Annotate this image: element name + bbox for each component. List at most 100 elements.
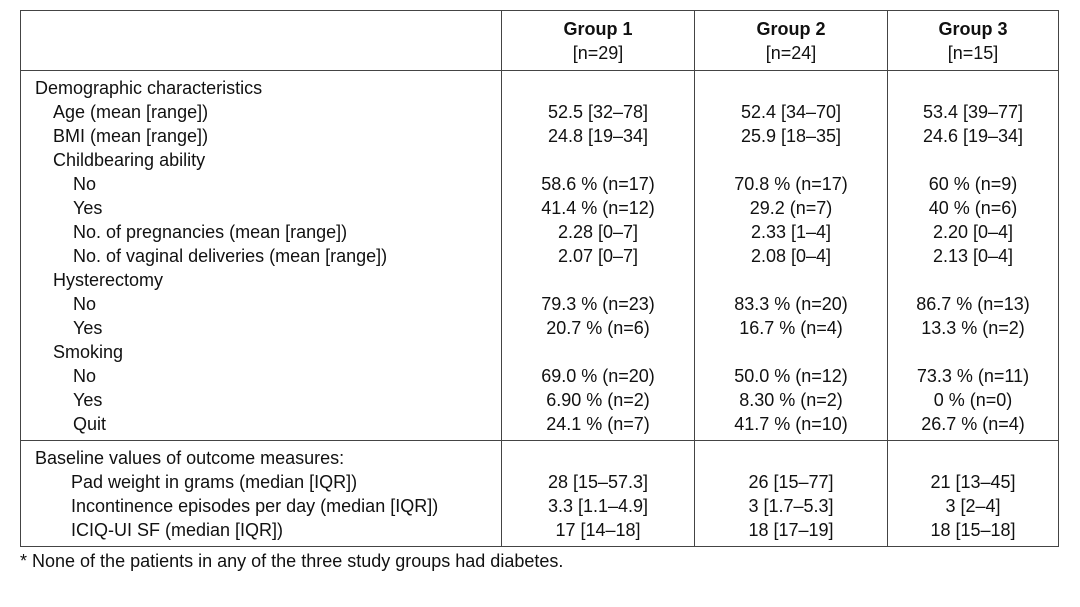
section-title: Baseline values of outcome measures:	[20, 440, 502, 470]
group-2-value: 41.7 % (n=10)	[694, 412, 888, 441]
group-3-value: 86.7 % (n=13)	[887, 292, 1059, 316]
characteristics-table: Group 1 [n=29] Group 2 [n=24] Group 3 [n…	[20, 10, 1059, 547]
group-1-header: Group 1 [n=29]	[501, 10, 695, 71]
group-1-value: 17 [14–18]	[501, 518, 695, 547]
group-1-value: 41.4 % (n=12)	[501, 196, 695, 220]
row-label: Quit	[20, 412, 502, 441]
row-label: Yes	[20, 388, 502, 412]
table-row: Yes 6.90 % (n=2) 8.30 % (n=2) 0 % (n=0)	[20, 388, 1059, 412]
group-2-value	[694, 148, 888, 172]
group-2-value: 52.4 [34–70]	[694, 100, 888, 124]
row-label: Pad weight in grams (median [IQR])	[20, 470, 502, 494]
table-row: Pad weight in grams (median [IQR]) 28 [15…	[20, 470, 1059, 494]
group-3-value: 40 % (n=6)	[887, 196, 1059, 220]
table-row: Incontinence episodes per day (median [I…	[20, 494, 1059, 518]
group-2-value: 18 [17–19]	[694, 518, 888, 547]
table-header-row: Group 1 [n=29] Group 2 [n=24] Group 3 [n…	[20, 10, 1059, 71]
row-label: Childbearing ability	[20, 148, 502, 172]
group-2-value: 2.08 [0–4]	[694, 244, 888, 268]
table-row: Yes 41.4 % (n=12) 29.2 (n=7) 40 % (n=6)	[20, 196, 1059, 220]
group-2-value: 3 [1.7–5.3]	[694, 494, 888, 518]
group-3-value	[887, 268, 1059, 292]
group-1-value: 20.7 % (n=6)	[501, 316, 695, 340]
empty-cell	[501, 70, 695, 100]
row-label: BMI (mean [range])	[20, 124, 502, 148]
document: Group 1 [n=29] Group 2 [n=24] Group 3 [n…	[20, 10, 1059, 573]
table-row: Quit 24.1 % (n=7) 41.7 % (n=10) 26.7 % (n=4…	[20, 412, 1059, 441]
group-2-value: 29.2 (n=7)	[694, 196, 888, 220]
group-1-value: 52.5 [32–78]	[501, 100, 695, 124]
empty-cell	[887, 70, 1059, 100]
section-title: Demographic characteristics	[20, 70, 502, 100]
group-size: [n=24]	[765, 43, 817, 63]
row-label: No	[20, 364, 502, 388]
row-label: Yes	[20, 196, 502, 220]
table-row: Yes 20.7 % (n=6) 16.7 % (n=4) 13.3 % (n=2)	[20, 316, 1059, 340]
table-row: No 79.3 % (n=23) 83.3 % (n=20) 86.7 % (n=13…	[20, 292, 1059, 316]
header-empty-cell	[20, 10, 502, 71]
row-label: No	[20, 172, 502, 196]
empty-cell	[887, 440, 1059, 470]
group-name: Group 1	[563, 19, 633, 39]
group-2-value: 16.7 % (n=4)	[694, 316, 888, 340]
group-2-value	[694, 340, 888, 364]
group-2-value: 2.33 [1–4]	[694, 220, 888, 244]
group-1-value: 79.3 % (n=23)	[501, 292, 695, 316]
table-row: ICIQ-UI SF (median [IQR]) 17 [14–18] 18 [1…	[20, 518, 1059, 547]
group-3-value	[887, 148, 1059, 172]
group-1-value	[501, 268, 695, 292]
empty-cell	[501, 440, 695, 470]
group-2-value: 26 [15–77]	[694, 470, 888, 494]
table-row: Childbearing ability	[20, 148, 1059, 172]
group-name: Group 3	[938, 19, 1008, 39]
empty-cell	[694, 440, 888, 470]
group-1-value: 3.3 [1.1–4.9]	[501, 494, 695, 518]
group-3-value: 3 [2–4]	[887, 494, 1059, 518]
group-3-value	[887, 340, 1059, 364]
group-2-value: 50.0 % (n=12)	[694, 364, 888, 388]
group-1-value: 28 [15–57.3]	[501, 470, 695, 494]
row-label: Yes	[20, 316, 502, 340]
row-label: Smoking	[20, 340, 502, 364]
group-3-value: 2.20 [0–4]	[887, 220, 1059, 244]
footnote: * None of the patients in any of the thr…	[20, 551, 564, 571]
table-row: No 69.0 % (n=20) 50.0 % (n=12) 73.3 % (n=11…	[20, 364, 1059, 388]
group-size: [n=15]	[947, 43, 999, 63]
group-size: [n=29]	[572, 43, 624, 63]
row-label: Incontinence episodes per day (median [I…	[20, 494, 502, 518]
row-label: No. of pregnancies (mean [range])	[20, 220, 502, 244]
group-1-value: 69.0 % (n=20)	[501, 364, 695, 388]
group-2-value: 8.30 % (n=2)	[694, 388, 888, 412]
row-label: Hysterectomy	[20, 268, 502, 292]
group-name: Group 2	[756, 19, 826, 39]
group-3-value: 73.3 % (n=11)	[887, 364, 1059, 388]
group-3-value: 13.3 % (n=2)	[887, 316, 1059, 340]
group-1-value: 24.1 % (n=7)	[501, 412, 695, 441]
row-label: No. of vaginal deliveries (mean [range])	[20, 244, 502, 268]
group-2-value: 25.9 [18–35]	[694, 124, 888, 148]
row-label: Age (mean [range])	[20, 100, 502, 124]
table-row: Age (mean [range]) 52.5 [32–78] 52.4 [34–7…	[20, 100, 1059, 124]
row-label: ICIQ-UI SF (median [IQR])	[20, 518, 502, 547]
row-label: No	[20, 292, 502, 316]
empty-cell	[694, 70, 888, 100]
group-3-header: Group 3 [n=15]	[887, 10, 1059, 71]
group-3-value: 24.6 [19–34]	[887, 124, 1059, 148]
group-3-value: 60 % (n=9)	[887, 172, 1059, 196]
group-2-value: 70.8 % (n=17)	[694, 172, 888, 196]
group-3-value: 53.4 [39–77]	[887, 100, 1059, 124]
group-3-value: 26.7 % (n=4)	[887, 412, 1059, 441]
table-row: No. of vaginal deliveries (mean [range])…	[20, 244, 1059, 268]
section-title-row: Baseline values of outcome measures:	[20, 440, 1059, 470]
group-3-value: 2.13 [0–4]	[887, 244, 1059, 268]
table-row: BMI (mean [range]) 24.8 [19–34] 25.9 [18–3…	[20, 124, 1059, 148]
group-3-value: 21 [13–45]	[887, 470, 1059, 494]
group-1-value: 2.07 [0–7]	[501, 244, 695, 268]
section-title-row: Demographic characteristics	[20, 70, 1059, 100]
group-2-header: Group 2 [n=24]	[694, 10, 888, 71]
group-1-value	[501, 340, 695, 364]
table-body: Demographic characteristics Age (mean [ra…	[20, 70, 1059, 547]
group-3-value: 0 % (n=0)	[887, 388, 1059, 412]
table-row: Hysterectomy	[20, 268, 1059, 292]
table-row: Smoking	[20, 340, 1059, 364]
